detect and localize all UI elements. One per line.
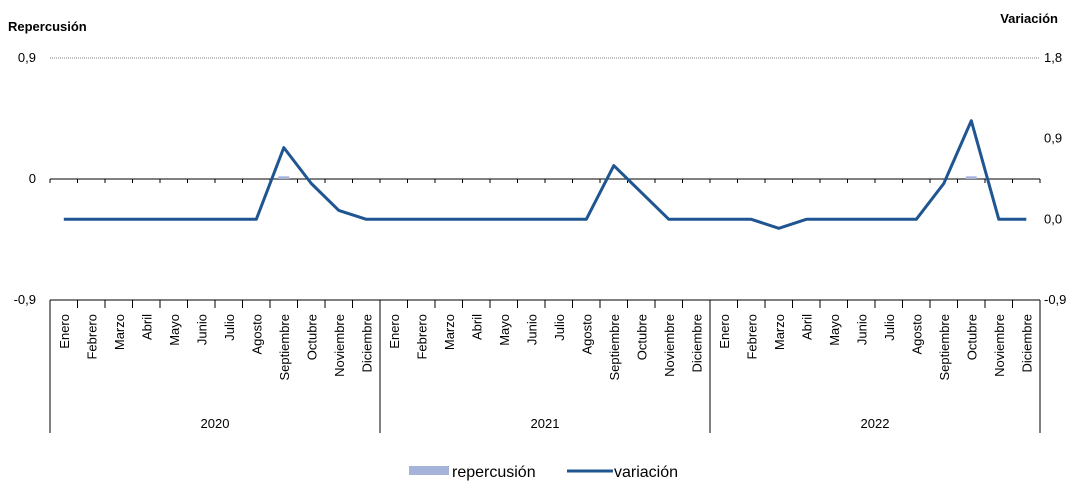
month-label: Noviembre [662, 314, 677, 377]
month-label: Febrero [84, 314, 99, 360]
month-label: Septiembre [607, 314, 622, 380]
month-label: Agosto [579, 314, 594, 354]
year-label: 2021 [531, 416, 560, 431]
month-label: Octubre [964, 314, 979, 360]
right-tick-label: 1,8 [1044, 50, 1062, 65]
right-tick-label: -0,9 [1044, 292, 1066, 307]
year-label: 2020 [201, 416, 230, 431]
month-label: Julio [552, 314, 567, 341]
line-variacion [63, 119, 1027, 230]
month-label: Marzo [772, 314, 787, 350]
right-axis-title: Variación [1000, 11, 1058, 26]
month-label: Septiembre [937, 314, 952, 380]
left-tick-label: 0 [29, 171, 36, 186]
month-label: Febrero [744, 314, 759, 360]
month-label: Noviembre [992, 314, 1007, 377]
legend-label-variacion: variación [614, 464, 678, 481]
month-label: Diciembre [689, 314, 704, 373]
month-label: Abril [139, 314, 154, 340]
month-label: Noviembre [332, 314, 347, 377]
right-tick-label: 0,9 [1044, 131, 1062, 146]
right-tick-label: 0,0 [1044, 211, 1062, 226]
year-label: 2022 [861, 416, 890, 431]
month-label: Diciembre [1019, 314, 1034, 373]
left-axis-title: Repercusión [8, 19, 87, 34]
month-label: Abril [469, 314, 484, 340]
month-label: Marzo [112, 314, 127, 350]
month-label: Junio [194, 314, 209, 345]
month-label: Junio [854, 314, 869, 345]
month-label: Mayo [827, 314, 842, 346]
month-label: Marzo [442, 314, 457, 350]
month-label: Octubre [304, 314, 319, 360]
plot-area: 0,9 0 -0,9 1,8 0,9 0,0 -0,9 Enero Febrero Marzo Ab… [14, 50, 1066, 433]
month-label: Enero [387, 314, 402, 349]
legend-label-repercusion: repercusión [452, 464, 536, 481]
left-tick-label: -0,9 [14, 292, 36, 307]
month-label: Mayo [167, 314, 182, 346]
month-label: Octubre [634, 314, 649, 360]
month-label: Junio [524, 314, 539, 345]
month-label: Febrero [414, 314, 429, 360]
month-label: Julio [222, 314, 237, 341]
month-label: Enero [57, 314, 72, 349]
month-label: Agosto [249, 314, 264, 354]
month-label: Agosto [909, 314, 924, 354]
month-label: Diciembre [359, 314, 374, 373]
left-tick-label: 0,9 [18, 50, 36, 65]
bar-repercusion [278, 176, 290, 179]
month-label: Abril [799, 314, 814, 340]
legend-swatch-repercusion [409, 466, 449, 475]
month-label: Septiembre [277, 314, 292, 380]
legend: repercusión variación [409, 464, 678, 481]
month-label: Julio [882, 314, 897, 341]
month-label: Enero [717, 314, 732, 349]
month-label: Mayo [497, 314, 512, 346]
bar-repercusion [965, 176, 977, 179]
